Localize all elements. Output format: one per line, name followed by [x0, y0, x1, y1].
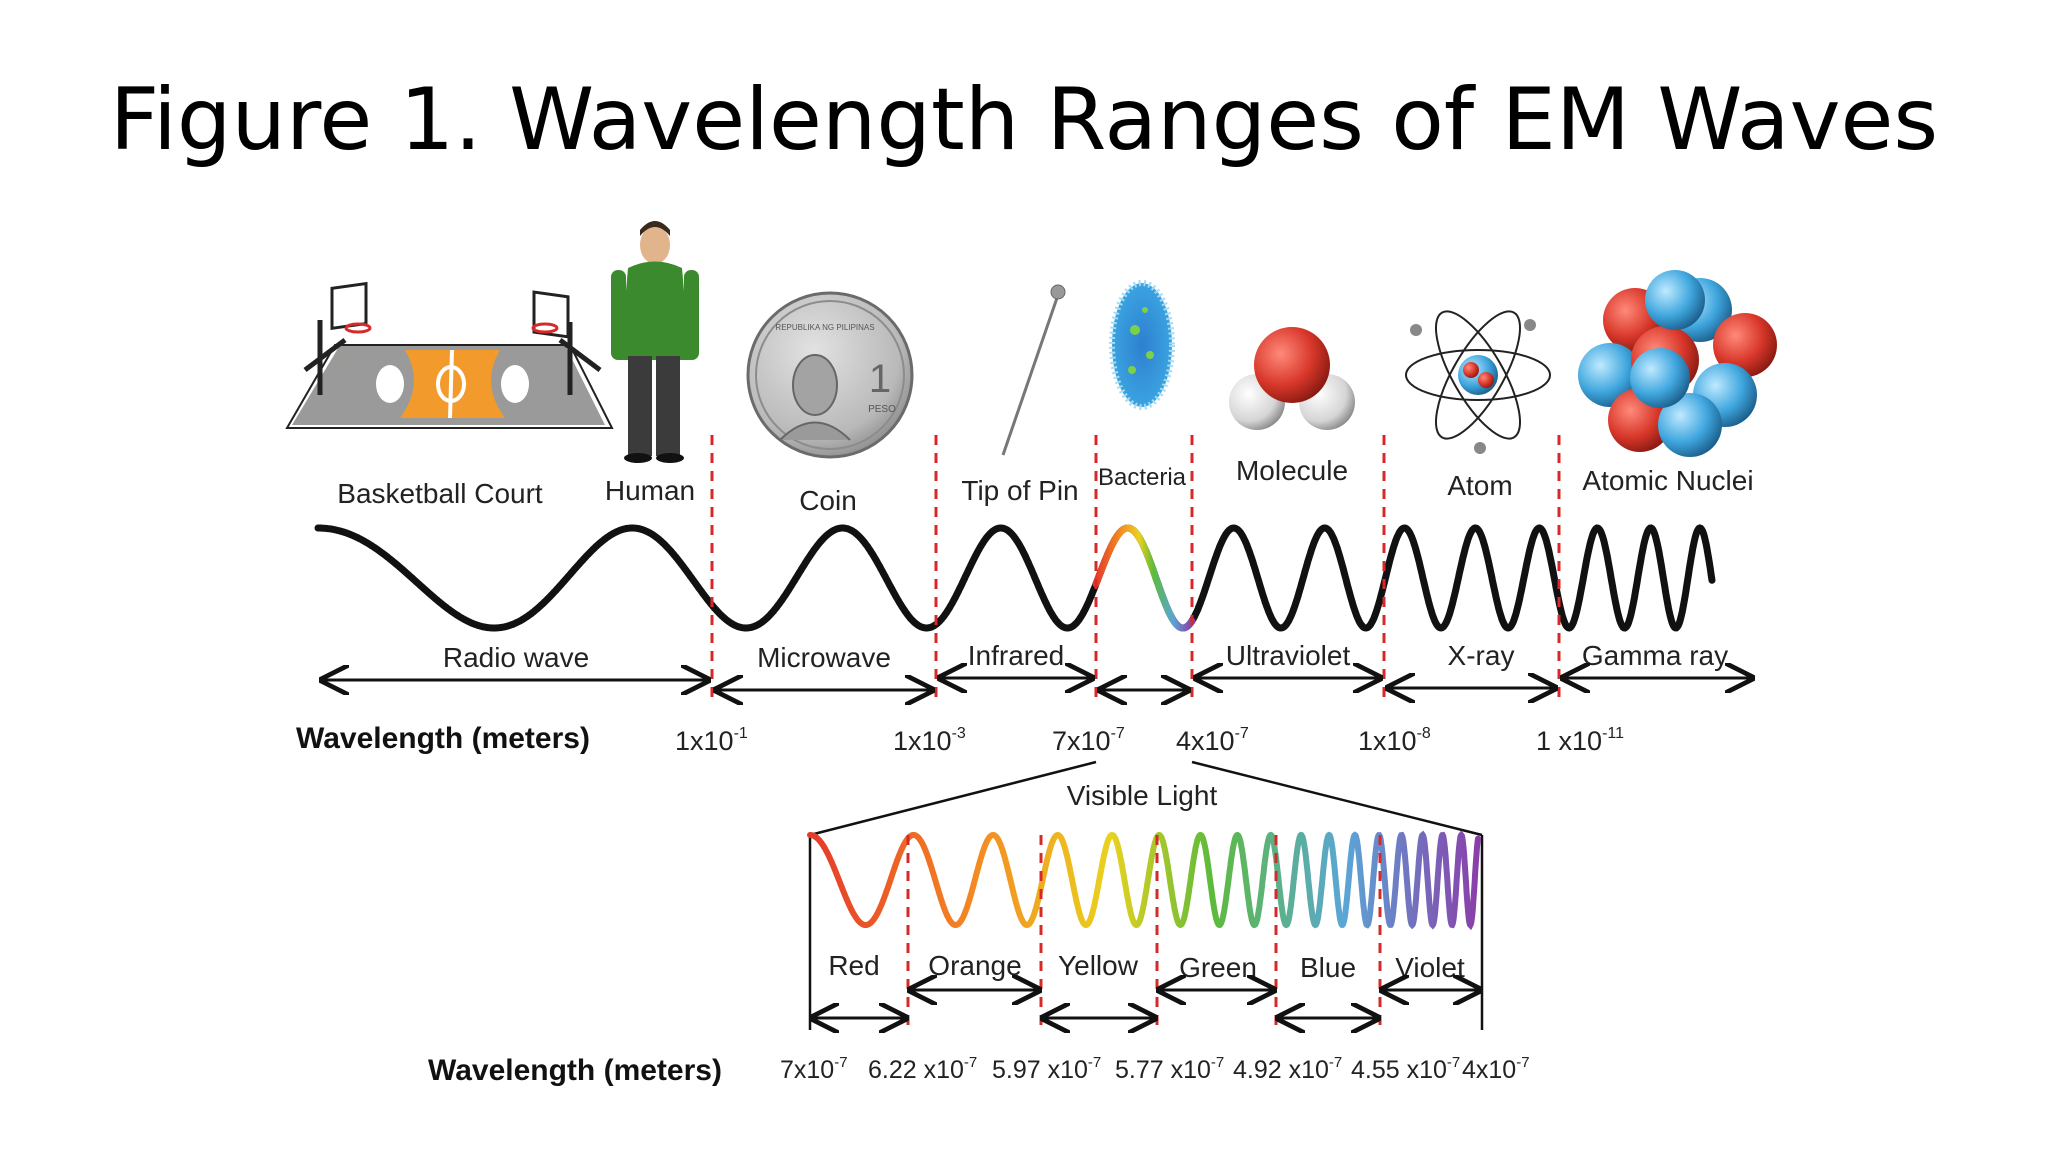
violet-label: Violet — [1395, 952, 1465, 983]
wavelength-boundaries: 1x10-1 1x10-3 7x10-7 4x10-7 1x10-8 1 x10… — [675, 725, 1624, 756]
visible-wavelength-axis-label: Wavelength (meters) — [428, 1054, 722, 1087]
bacteria-icon — [1109, 280, 1175, 410]
visible-boundary-value: 5.77 x10-7 — [1115, 1054, 1224, 1084]
atom-icon — [1405, 310, 1551, 454]
molecule-label: Molecule — [1236, 455, 1348, 486]
yellow-label: Yellow — [1058, 950, 1139, 981]
coin-unit: PESO — [868, 404, 896, 415]
visible-boundary-value: 4.92 x10-7 — [1233, 1054, 1342, 1084]
boundary-value: 1 x10-11 — [1536, 725, 1624, 756]
red-label: Red — [828, 950, 879, 981]
tip-of-pin-label: Tip of Pin — [961, 475, 1078, 506]
basketball-court-label: Basketball Court — [337, 478, 543, 509]
band-dividers — [710, 435, 1561, 700]
wavelength-axis-label: Wavelength (meters) — [296, 722, 590, 755]
visible-boundary-value: 4x10-7 — [1462, 1054, 1530, 1084]
basketball-court-icon — [285, 281, 614, 429]
visible-light-wave — [807, 830, 1481, 931]
visible-wave-segment — [1092, 524, 1196, 632]
blue-label: Blue — [1300, 952, 1356, 983]
gamma-ray-label: Gamma ray — [1582, 640, 1728, 671]
atom-label: Atom — [1447, 470, 1512, 501]
atomic-nuclei-icon — [1578, 270, 1777, 457]
human-icon — [611, 221, 699, 463]
microwave-label: Microwave — [757, 642, 891, 673]
human-label: Human — [605, 475, 695, 506]
coin-icon: REPUBLIKA NG PILIPINAS 1 PESO — [746, 291, 914, 459]
visible-boundary-value: 7x10-7 — [780, 1054, 848, 1084]
boundary-value: 1x10-1 — [675, 725, 748, 756]
green-label: Green — [1179, 952, 1257, 983]
atomic-nuclei-label: Atomic Nuclei — [1582, 465, 1753, 496]
visible-wavelength-boundaries: 7x10-7 6.22 x10-7 5.97 x10-7 5.77 x10-7 … — [780, 1054, 1530, 1084]
bacteria-label: Bacteria — [1098, 464, 1187, 491]
visible-light-label: Visible Light — [1067, 780, 1218, 811]
page-title: Figure 1. Wavelength Ranges of EM Waves — [109, 70, 1939, 170]
em-wave — [314, 524, 1716, 632]
coin-text-top: REPUBLIKA NG PILIPINAS — [775, 323, 874, 332]
visible-boundary-value: 5.97 x10-7 — [992, 1054, 1101, 1084]
ultraviolet-label: Ultraviolet — [1226, 640, 1351, 671]
coin-value: 1 — [869, 357, 891, 401]
coin-label: Coin — [799, 485, 857, 516]
visible-boundary-value: 6.22 x10-7 — [868, 1054, 977, 1084]
boundary-value: 4x10-7 — [1176, 725, 1249, 756]
visible-arrows — [812, 990, 1480, 1018]
orange-label: Orange — [928, 950, 1021, 981]
pin-icon — [1001, 284, 1066, 456]
boundary-value: 7x10-7 — [1052, 725, 1125, 756]
band-arrows — [322, 678, 1752, 690]
molecule-icon — [1229, 327, 1355, 430]
radio-wave-label: Radio wave — [443, 642, 589, 673]
x-ray-label: X-ray — [1448, 640, 1515, 671]
boundary-value: 1x10-3 — [893, 725, 966, 756]
visible-boundary-value: 4.55 x10-7 — [1351, 1054, 1460, 1084]
infrared-label: Infrared — [968, 640, 1065, 671]
boundary-value: 1x10-8 — [1358, 725, 1431, 756]
